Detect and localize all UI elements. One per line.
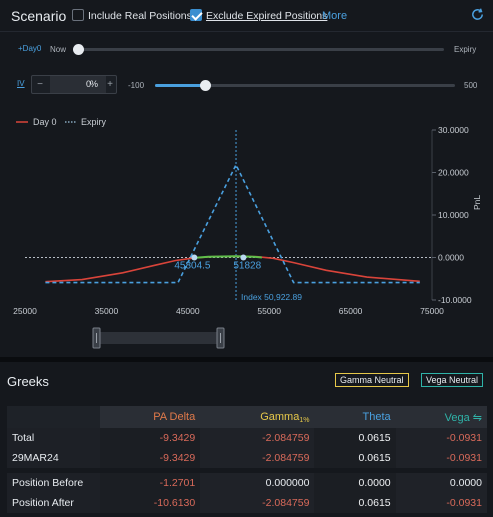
cell-theta: 0.0615	[314, 428, 396, 448]
exclude-expired-label[interactable]: Exclude Expired Positions	[206, 10, 328, 22]
vega-swap-icon[interactable]: ⇋	[472, 411, 482, 424]
table-row: Position Before -1.2701 0.000000 0.0000 …	[7, 473, 487, 493]
vega-neutral-button[interactable]: Vega Neutral	[421, 373, 484, 387]
chart-range-selector[interactable]	[90, 327, 230, 349]
cell-delta: -9.3429	[100, 448, 201, 468]
x-tick-label: 65000	[339, 306, 363, 316]
cell-vega: -0.0931	[395, 493, 487, 513]
table-row: Total -9.3429 -2.084759 0.0615 -0.0931	[7, 428, 487, 448]
iv-increment-button[interactable]: +	[107, 79, 113, 90]
greeks-title: Greeks	[7, 374, 49, 389]
time-slider-track[interactable]	[74, 48, 444, 51]
cell-gamma: -2.084759	[200, 493, 315, 513]
row-name: 29MAR24	[7, 448, 100, 468]
iv-slider-track[interactable]	[155, 84, 455, 87]
y-tick-label: -10.0000	[438, 295, 472, 305]
table-row: Position After -10.6130 -2.084759 0.0615…	[7, 493, 487, 513]
iv-slider-thumb[interactable]	[200, 80, 212, 91]
scenario-panel	[0, 0, 493, 357]
header-gamma-sub: 1%	[299, 416, 310, 424]
header-theta[interactable]: Theta	[362, 411, 391, 423]
iv-label[interactable]: IV	[17, 79, 25, 88]
scenario-header	[0, 0, 493, 32]
iv-min-label: -100	[128, 81, 145, 90]
breakeven-label: 51828	[233, 261, 261, 272]
legend-expiry-label: Expiry	[81, 117, 107, 127]
y-tick-label: 0.0000	[438, 253, 464, 263]
cell-gamma: -2.084759	[200, 448, 315, 468]
table-row: 29MAR24 -9.3429 -2.084759 0.0615 -0.0931	[7, 448, 487, 468]
cell-delta: -9.3429	[100, 428, 201, 448]
breakeven-point[interactable]	[240, 254, 247, 261]
time-start-label: Now	[50, 45, 67, 54]
breakeven-point[interactable]	[191, 254, 198, 261]
x-tick-label: 75000	[420, 306, 444, 316]
gamma-neutral-button[interactable]: Gamma Neutral	[335, 373, 409, 387]
iv-value: 0	[86, 79, 92, 89]
x-tick-label: 35000	[95, 306, 119, 316]
day0-profit-curve	[194, 255, 262, 259]
more-link[interactable]: More	[322, 10, 348, 22]
exclude-expired-checkbox[interactable]	[190, 9, 202, 21]
cell-theta: 0.0615	[314, 493, 396, 513]
cell-vega: -0.0931	[395, 448, 487, 468]
cell-vega: 0.0000	[395, 473, 487, 493]
x-tick-label: 45000	[176, 306, 200, 316]
y-tick-label: 20.0000	[438, 168, 469, 178]
header-vega[interactable]: Vega	[444, 411, 470, 424]
scenario-title: Scenario	[11, 8, 67, 24]
pnl-chart[interactable]: 30.0000 20.0000 10.0000 0.0000 -10.0000 PnL 25…	[0, 120, 493, 320]
time-end-label: Expiry	[454, 45, 477, 54]
cell-vega: -0.0931	[395, 428, 487, 448]
iv-decrement-button[interactable]: −	[37, 79, 43, 90]
greeks-header-row: PA Delta Gamma1% Theta Vega ⇋	[7, 406, 487, 428]
y-tick-label: 10.0000	[438, 210, 469, 220]
expiry-curve	[45, 162, 420, 284]
header-blank	[7, 406, 100, 428]
iv-input[interactable]: 0 %	[50, 76, 106, 93]
cell-theta: 0.0615	[314, 448, 396, 468]
range-bar[interactable]	[96, 332, 224, 344]
legend-expiry-swatch	[65, 121, 77, 123]
cell-delta: -1.2701	[100, 473, 201, 493]
row-name: Position Before	[7, 473, 100, 493]
iv-max-label: 500	[464, 81, 478, 90]
y-axis-label: PnL	[472, 195, 482, 210]
refresh-icon[interactable]	[470, 7, 485, 22]
y-tick-label: 30.0000	[438, 125, 469, 135]
legend-day0-swatch	[16, 121, 28, 123]
cell-delta: -10.6130	[100, 493, 201, 513]
x-tick-label: 25000	[13, 306, 37, 316]
row-name: Total	[7, 428, 100, 448]
include-real-label[interactable]: Include Real Positions	[88, 10, 192, 22]
greeks-table: PA Delta Gamma1% Theta Vega ⇋ Total -9.3…	[7, 406, 487, 513]
cell-theta: 0.0000	[314, 473, 396, 493]
iv-stepper: − 0 % +	[31, 75, 117, 94]
iv-slider-fill	[155, 84, 206, 87]
x-tick-label: 55000	[257, 306, 281, 316]
cell-gamma: -2.084759	[200, 428, 315, 448]
index-label: Index 50,922.89	[241, 292, 302, 302]
cell-gamma: 0.000000	[200, 473, 315, 493]
table-gap	[7, 468, 487, 473]
time-slider-thumb[interactable]	[73, 44, 84, 55]
iv-unit: %	[89, 79, 98, 89]
breakeven-label: 45804.5	[174, 261, 211, 272]
time-offset-label: +Day0	[18, 44, 42, 53]
legend-day0-label: Day 0	[33, 117, 57, 127]
row-name: Position After	[7, 493, 100, 513]
panel-divider	[0, 357, 493, 362]
include-real-checkbox[interactable]	[72, 9, 84, 21]
header-pa-delta[interactable]: PA Delta	[153, 411, 196, 423]
header-gamma[interactable]: Gamma	[260, 410, 300, 423]
